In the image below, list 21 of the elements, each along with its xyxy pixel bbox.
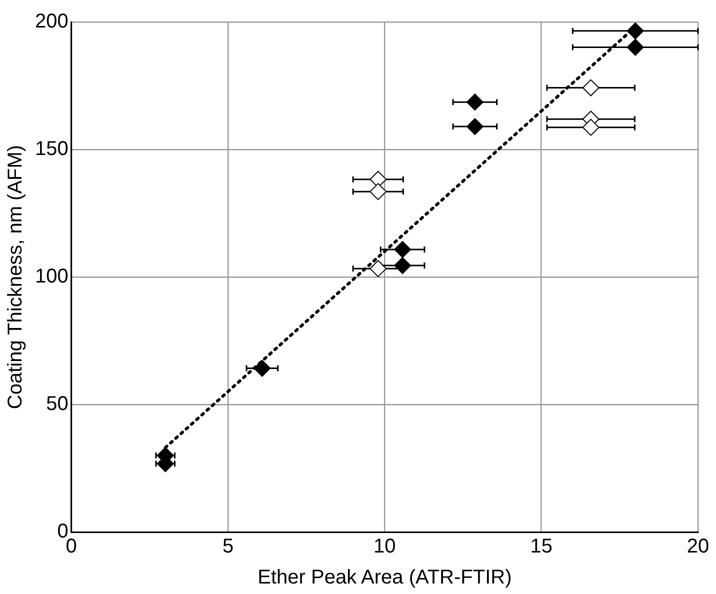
y-tick-label: 200: [34, 10, 68, 33]
point: [394, 240, 412, 258]
point: [394, 257, 412, 274]
x-tick-label: 20: [686, 536, 710, 558]
y-tick-label: 100: [34, 266, 68, 288]
x-tick-label: 15: [530, 536, 552, 558]
point: [466, 118, 484, 136]
x-axis-title: Ether Peak Area (ATR-FTIR): [258, 566, 512, 589]
y-tick-label: 150: [34, 138, 68, 160]
x-tick-label: 5: [222, 536, 234, 558]
point: [582, 118, 600, 136]
point: [626, 38, 644, 56]
y-tick-label: 50: [46, 393, 68, 416]
y-axis-title: Coating Thickness, nm (AFM): [4, 144, 27, 410]
x-tick-label: 10: [374, 536, 396, 558]
point: [626, 22, 644, 40]
point: [370, 183, 387, 200]
point: [466, 94, 484, 111]
point: [582, 79, 600, 96]
point: [370, 260, 387, 278]
point: [254, 360, 271, 377]
